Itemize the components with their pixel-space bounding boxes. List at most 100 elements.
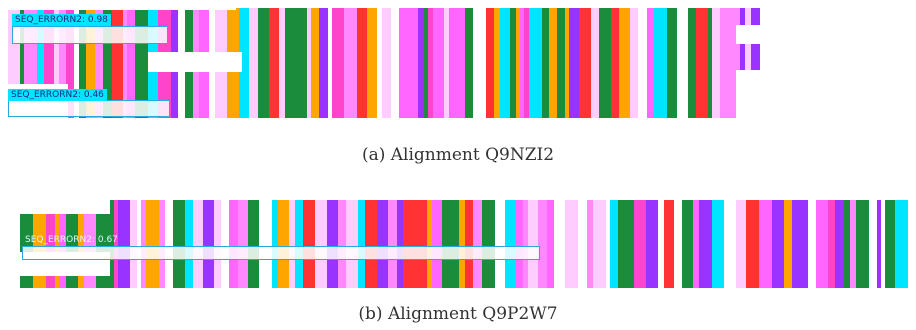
alignment-column [587, 200, 593, 288]
alignment-column [214, 200, 221, 288]
alignment-column [579, 8, 591, 118]
detection-box [12, 26, 168, 44]
alignment-column [66, 8, 74, 118]
alignment-column [44, 8, 54, 118]
alignment-column [554, 200, 565, 288]
alignment-column [397, 200, 403, 288]
alignment-gap [736, 70, 760, 118]
alignment-column [103, 8, 112, 118]
alignment-column [399, 8, 410, 118]
alignment-column [646, 200, 658, 288]
alignment-column [403, 200, 416, 288]
alignment-column [610, 200, 618, 288]
alignment-column [557, 8, 565, 118]
alignment-column [459, 200, 465, 288]
alignment-column [647, 8, 654, 118]
alignment-column [90, 8, 95, 118]
alignment-column [114, 200, 118, 288]
alignment-column [856, 200, 869, 288]
alignment-column [712, 200, 724, 288]
alignment-column [79, 8, 86, 118]
alignment-column [606, 200, 610, 288]
alignment-column [465, 8, 473, 118]
alignment-q9nzi2-panel: SEQ_ERRORN2: 0.98 SEQ_ERRORN2: 0.46 [8, 8, 760, 118]
alignment-column [229, 200, 238, 288]
alignment-column [881, 200, 885, 288]
alignment-column [427, 200, 432, 288]
alignment-column [542, 8, 549, 118]
alignment-column [736, 200, 746, 288]
alignment-column [708, 8, 712, 118]
alignment-column [269, 8, 279, 118]
detection-label: SEQ_ERRORN2: 0.67 [25, 235, 118, 245]
alignment-column [387, 8, 391, 118]
alignment-column [494, 8, 500, 118]
alignment-column [449, 8, 458, 118]
alignment-column [285, 8, 298, 118]
alignment-column [377, 8, 382, 118]
alignment-column [96, 200, 101, 288]
alignment-column [289, 200, 295, 288]
alignment-column [272, 200, 278, 288]
alignment-column [869, 200, 877, 288]
alignment-column [391, 8, 399, 118]
alignment-column [724, 200, 736, 288]
alignment-column [828, 200, 835, 288]
alignment-column [682, 200, 693, 288]
alignment-column [59, 8, 66, 118]
alignment-column [458, 8, 465, 118]
alignment-gap [8, 200, 110, 214]
alignment-column [377, 200, 388, 288]
alignment-column [664, 200, 674, 288]
alignment-column [619, 8, 630, 118]
detection-box [22, 246, 540, 260]
alignment-gap [8, 8, 236, 10]
alignment-column [835, 200, 844, 288]
alignment-column [37, 8, 44, 118]
alignment-column [465, 200, 473, 288]
alignment-column [78, 200, 84, 288]
alignment-column [524, 8, 529, 118]
alignment-column [221, 200, 229, 288]
alignment-column [118, 200, 130, 288]
alignment-column [185, 200, 189, 288]
alignment-column [344, 8, 357, 118]
alignment-column [165, 200, 173, 288]
alignment-column [410, 8, 418, 118]
alignment-column [720, 8, 730, 118]
alignment-column [816, 200, 828, 288]
alignment-column [86, 8, 90, 118]
alignment-column [877, 200, 881, 288]
alignment-column [599, 8, 611, 118]
alignment-stripes-b [8, 200, 908, 288]
alignment-column [516, 200, 523, 288]
alignment-column [239, 8, 249, 118]
alignment-column [895, 200, 908, 288]
alignment-column [127, 8, 135, 118]
alignment-column [850, 200, 856, 288]
alignment-column [523, 200, 528, 288]
alignment-column [173, 200, 185, 288]
alignment-column [328, 8, 332, 118]
alignment-column [416, 200, 427, 288]
alignment-column [693, 200, 699, 288]
alignment-column [432, 200, 442, 288]
alignment-column [784, 200, 792, 288]
alignment-column [74, 8, 79, 118]
alignment-column [482, 200, 495, 288]
alignment-column [630, 8, 638, 118]
alignment-column [593, 200, 606, 288]
alignment-column [629, 200, 634, 288]
alignment-column [319, 8, 328, 118]
alignment-column [279, 8, 285, 118]
alignment-column [674, 200, 682, 288]
alignment-column [565, 200, 578, 288]
alignment-column [264, 8, 269, 118]
alignment-column [315, 200, 327, 288]
alignment-column [130, 200, 137, 288]
alignment-column [418, 8, 424, 118]
alignment-column [141, 200, 146, 288]
alignment-column [804, 200, 808, 288]
alignment-column [618, 200, 629, 288]
alignment-column [259, 200, 272, 288]
